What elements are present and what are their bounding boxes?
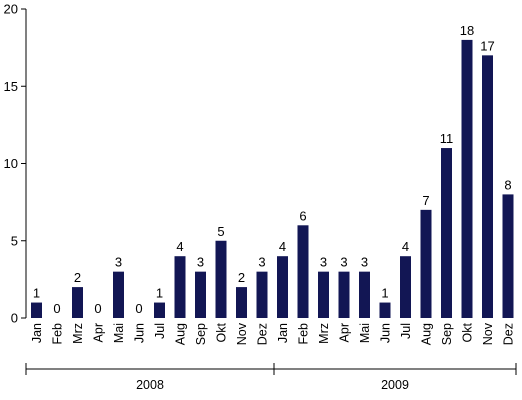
bar-value-label: 0 <box>135 301 142 316</box>
bar-value-label: 8 <box>504 177 511 192</box>
bar <box>195 271 206 318</box>
x-tick-label: Dez <box>256 323 270 345</box>
bar-value-label: 17 <box>480 38 494 53</box>
bar <box>461 39 473 319</box>
bar-value-label: 0 <box>53 301 60 316</box>
bar <box>215 240 227 318</box>
bar <box>441 148 452 318</box>
bar <box>277 256 288 318</box>
y-tick-label: 15 <box>4 79 18 94</box>
year-label: 2008 <box>136 378 164 392</box>
bar-value-label: 5 <box>217 224 224 239</box>
bar <box>154 302 165 318</box>
bar-value-label: 3 <box>197 255 204 270</box>
y-tick-label: 20 <box>4 2 18 17</box>
y-tick-label: 5 <box>11 233 18 248</box>
x-tick-label: Feb <box>51 323 65 345</box>
year-label: 2009 <box>381 378 409 392</box>
bar <box>113 271 124 318</box>
x-tick-label: Aug <box>174 323 188 345</box>
x-tick-label: Jun <box>133 323 147 343</box>
x-tick-label: Nov <box>481 322 495 345</box>
x-tick-label: Apr <box>338 323 352 342</box>
bar-value-label: 11 <box>440 131 454 146</box>
x-tick-label: Nov <box>235 322 249 345</box>
x-tick-label: Jun <box>379 323 393 343</box>
x-tick-label: Mrz <box>71 323 85 344</box>
bar <box>379 302 391 318</box>
bar <box>502 194 514 318</box>
x-tick-label: Dez <box>502 323 516 345</box>
x-tick-label: Jan <box>30 323 44 343</box>
x-tick-label: Jan <box>276 323 290 343</box>
bar <box>338 271 350 318</box>
x-tick-label: Mai <box>112 323 126 343</box>
bar-value-label: 1 <box>33 286 40 301</box>
bar-value-label: 1 <box>381 286 388 301</box>
bar <box>482 55 493 318</box>
x-tick-label: Mrz <box>317 323 331 344</box>
bar <box>359 271 370 318</box>
bar <box>236 287 247 318</box>
y-tick-label: 0 <box>11 311 18 326</box>
x-tick-label: Feb <box>297 323 311 345</box>
x-tick-label: Jul <box>399 323 413 339</box>
bar-value-label: 4 <box>402 239 409 254</box>
x-tick-label: Okt <box>215 322 229 342</box>
bar <box>400 256 411 318</box>
bar-value-label: 4 <box>279 239 286 254</box>
x-axis: Jan Feb Mrz Apr Mai Jun Jul Aug Sep Okt Nov Dez Jan F… <box>30 322 516 345</box>
bar-value-label: 3 <box>340 255 347 270</box>
y-tick-label: 10 <box>4 156 18 171</box>
bar-value-label: 2 <box>238 270 245 285</box>
x-tick-label: Apr <box>92 323 106 342</box>
bar <box>256 271 268 318</box>
bar-value-label: 3 <box>258 255 265 270</box>
x-tick-label: Mai <box>358 323 372 343</box>
x-tick-label: Sep <box>440 323 454 345</box>
bar <box>318 271 329 318</box>
y-axis: 0 5 10 15 20 <box>4 2 27 326</box>
bar-value-label: 3 <box>115 255 122 270</box>
bar <box>31 302 42 318</box>
bar-value-label: 7 <box>422 193 429 208</box>
bar-value-label: 1 <box>156 286 163 301</box>
year-groups: 2008 2009 <box>25 363 517 392</box>
bar-value-label: 18 <box>460 23 474 38</box>
bar-value-label: 0 <box>94 301 101 316</box>
bar <box>174 256 186 318</box>
bar-value-label: 3 <box>361 255 368 270</box>
x-tick-label: Aug <box>420 323 434 345</box>
bars <box>31 39 514 319</box>
x-tick-label: Okt <box>461 322 475 342</box>
bar <box>297 225 309 318</box>
x-tick-label: Sep <box>194 323 208 345</box>
bar-value-label: 3 <box>320 255 327 270</box>
bar-value-label: 2 <box>74 270 81 285</box>
bar-value-label: 4 <box>176 239 183 254</box>
bar <box>420 209 432 318</box>
x-tick-label: Jul <box>153 323 167 339</box>
bar-value-label: 6 <box>299 208 306 223</box>
bar <box>72 287 83 318</box>
